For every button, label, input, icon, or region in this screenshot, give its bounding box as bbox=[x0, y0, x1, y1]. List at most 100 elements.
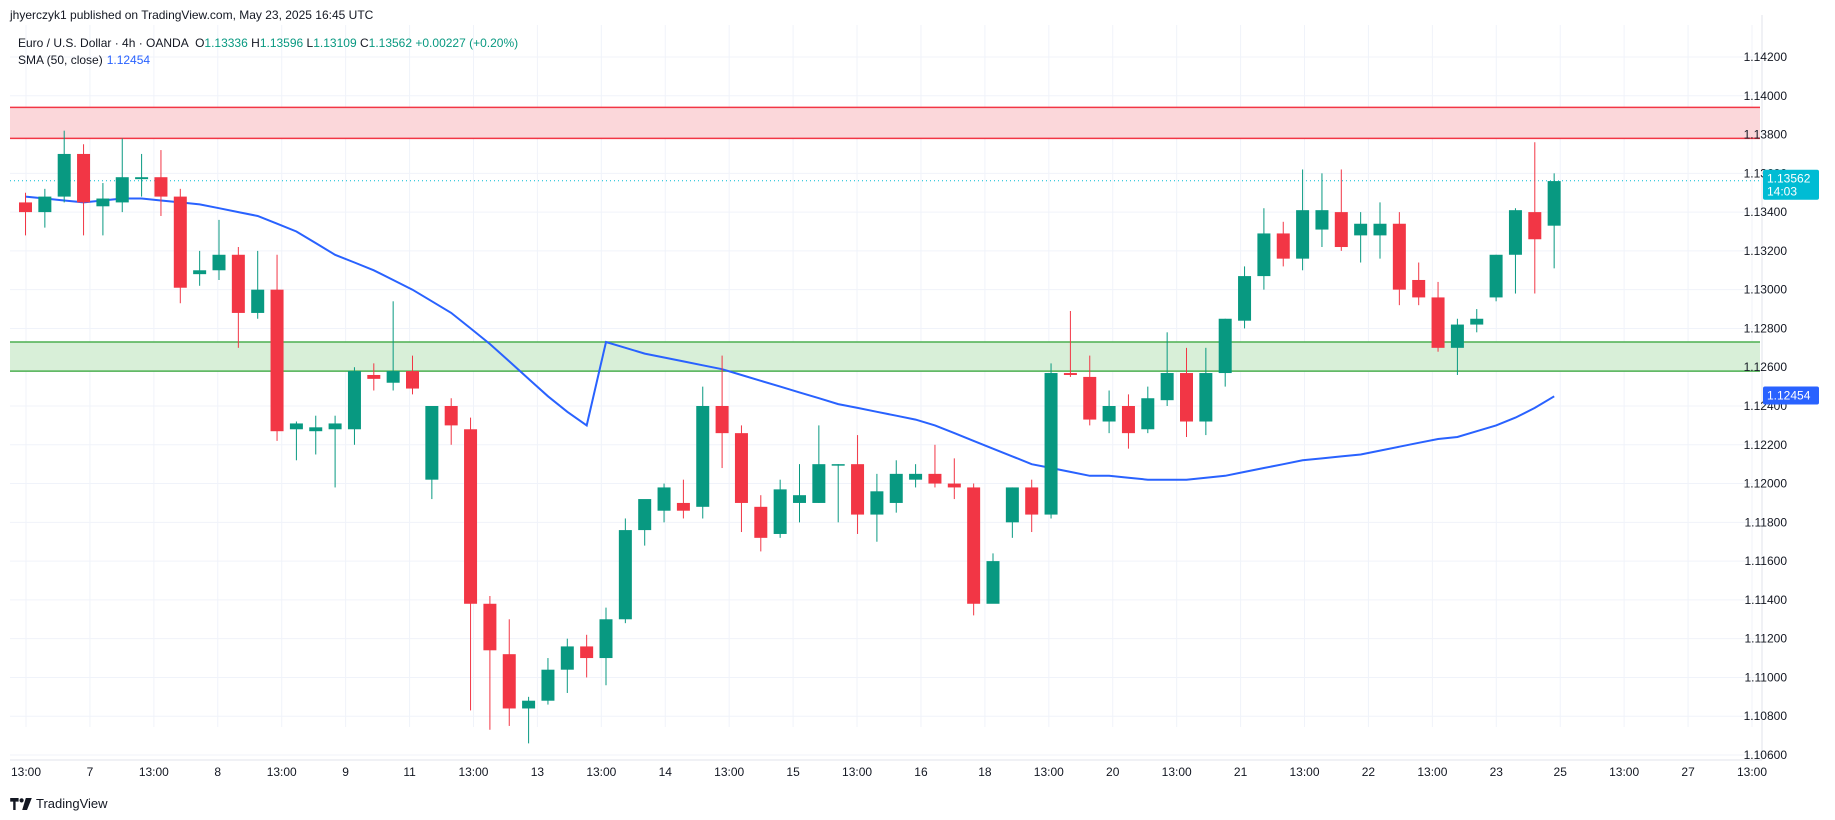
candle-body bbox=[425, 406, 439, 480]
y-tick-label: 1.11000 bbox=[1745, 670, 1788, 684]
symbol-label[interactable]: Euro / U.S. Dollar · 4h · OANDA bbox=[18, 36, 189, 50]
publish-info: jhyerczyk1 published on TradingView.com,… bbox=[10, 8, 374, 22]
candle-up bbox=[1160, 332, 1174, 406]
candle-up bbox=[657, 483, 671, 523]
candle-up bbox=[1238, 266, 1252, 329]
sma-line bbox=[25, 195, 1555, 481]
candle-body bbox=[560, 646, 574, 670]
candle-body bbox=[851, 464, 865, 515]
candle-down bbox=[77, 144, 91, 236]
x-tick-label: 7 bbox=[87, 765, 94, 779]
candle-body bbox=[1199, 373, 1213, 422]
candle-body bbox=[251, 289, 265, 313]
candle-up bbox=[1354, 212, 1368, 263]
candle-body bbox=[580, 646, 594, 659]
candle-body bbox=[831, 464, 845, 466]
candle-down bbox=[173, 188, 187, 304]
candle-body bbox=[1102, 406, 1116, 422]
candle-body bbox=[1141, 398, 1155, 430]
sma-label[interactable]: SMA (50, close) bbox=[18, 53, 103, 67]
candle-body bbox=[367, 374, 381, 379]
candle-body bbox=[1276, 233, 1290, 259]
x-tick-label: 13 bbox=[531, 765, 545, 779]
x-tick-label: 25 bbox=[1554, 765, 1568, 779]
chart-legend: Euro / U.S. Dollar · 4h · OANDA O1.13336… bbox=[18, 35, 518, 69]
candle-body bbox=[1431, 297, 1445, 348]
x-tick-label: 16 bbox=[914, 765, 928, 779]
y-tick-label: 1.13800 bbox=[1744, 128, 1788, 142]
candle-down bbox=[967, 483, 981, 616]
x-tick-label: 21 bbox=[1234, 765, 1248, 779]
tradingview-brand: TradingView bbox=[36, 796, 108, 811]
candle-body bbox=[870, 491, 884, 515]
candle-body bbox=[309, 427, 323, 432]
candle-body bbox=[1547, 181, 1561, 226]
candle-body bbox=[812, 464, 826, 503]
candle-body bbox=[1025, 487, 1039, 515]
candle-up bbox=[560, 638, 574, 693]
candle-down bbox=[231, 247, 245, 348]
candle-body bbox=[947, 483, 961, 488]
candle-up bbox=[1218, 318, 1232, 387]
candle-body bbox=[1044, 373, 1058, 515]
candle-down bbox=[1180, 347, 1193, 438]
y-tick-label: 1.13000 bbox=[1744, 283, 1788, 297]
candle-up bbox=[1005, 487, 1019, 538]
candle-up bbox=[1373, 202, 1387, 259]
x-tick-label: 20 bbox=[1106, 765, 1120, 779]
x-tick-label: 13:00 bbox=[267, 765, 297, 779]
candle-body bbox=[193, 270, 207, 275]
x-tick-label: 13:00 bbox=[714, 765, 744, 779]
tradingview-footer[interactable]: TradingView bbox=[10, 796, 108, 811]
open-key: O bbox=[195, 36, 205, 50]
sma-value: 1.12454 bbox=[106, 53, 151, 67]
candle-up bbox=[541, 658, 555, 705]
candle-body bbox=[889, 473, 903, 503]
candle-down bbox=[1063, 310, 1077, 377]
candle-down bbox=[502, 619, 516, 726]
candle-body bbox=[1257, 233, 1271, 277]
candle-body bbox=[1063, 373, 1077, 375]
candle-up bbox=[115, 138, 129, 213]
candle-up bbox=[812, 425, 826, 503]
bar-countdown: 14:03 bbox=[1767, 185, 1797, 199]
candle-body bbox=[173, 196, 187, 288]
candle-up bbox=[1044, 363, 1058, 519]
candle-body bbox=[715, 406, 729, 434]
candle-up bbox=[696, 386, 710, 519]
y-tick-label: 1.11600 bbox=[1745, 554, 1788, 568]
x-tick-label: 18 bbox=[978, 765, 992, 779]
candle-body bbox=[638, 499, 652, 531]
x-tick-label: 13:00 bbox=[842, 765, 872, 779]
candle-up bbox=[425, 406, 439, 500]
candle-body bbox=[1450, 324, 1464, 348]
candle-body bbox=[483, 603, 497, 651]
candle-body bbox=[1083, 376, 1097, 420]
x-tick-label: 9 bbox=[342, 765, 349, 779]
candle-down bbox=[270, 254, 284, 441]
candle-body bbox=[599, 619, 613, 659]
candle-body bbox=[154, 177, 168, 197]
candle-body bbox=[928, 473, 942, 484]
candle-up bbox=[618, 518, 632, 624]
candle-down bbox=[154, 150, 168, 216]
candle-up bbox=[986, 553, 1000, 604]
candle-up bbox=[309, 415, 323, 455]
candle-body bbox=[1392, 223, 1406, 290]
high-key: H bbox=[251, 36, 260, 50]
candle-up bbox=[212, 219, 226, 280]
time-axis[interactable]: 13:00 7 13:00 8 13:00 9 11 13:00 13 13:00 14 13:00 1… bbox=[11, 765, 1767, 779]
price-axis[interactable]: 1.142001.140001.138001.136001.134001.132… bbox=[1744, 50, 1788, 762]
candle-body bbox=[1412, 279, 1426, 298]
candle-body bbox=[212, 254, 226, 271]
candle-body bbox=[77, 153, 91, 203]
candle-up bbox=[1470, 309, 1484, 333]
sma-row: SMA (50, close) 1.12454 bbox=[18, 52, 518, 69]
candle-body bbox=[1160, 373, 1174, 401]
candle-down bbox=[1334, 169, 1348, 251]
candle-body bbox=[115, 177, 129, 203]
candle-up bbox=[328, 415, 342, 488]
x-tick-label: 15 bbox=[786, 765, 800, 779]
tradingview-logo-icon bbox=[10, 797, 32, 810]
